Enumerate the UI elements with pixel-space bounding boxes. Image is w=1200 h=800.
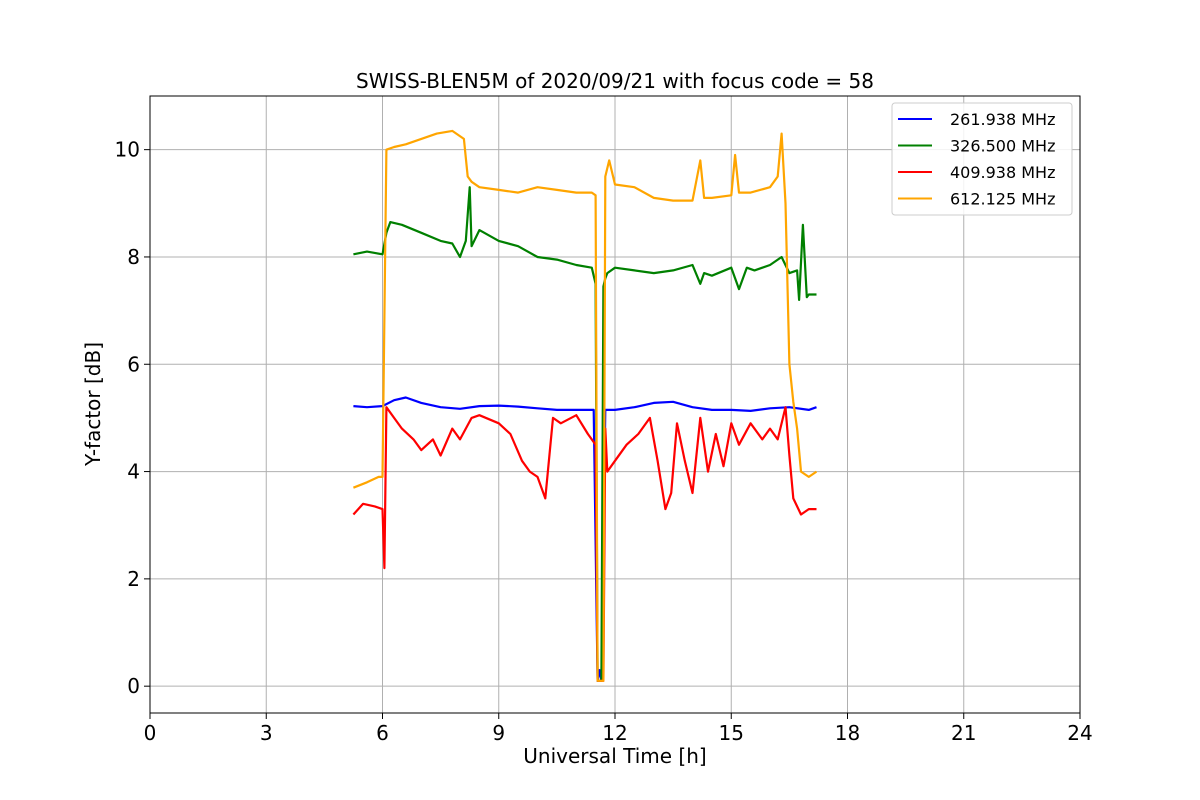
- x-axis-label: Universal Time [h]: [523, 744, 706, 768]
- y-tick-label: 2: [127, 567, 140, 591]
- y-tick-label: 0: [127, 674, 140, 698]
- series-layer: [352, 129, 818, 682]
- y-tick-label: 8: [127, 245, 140, 269]
- y-tick-label: 4: [127, 460, 140, 484]
- legend-label: 261.938 MHz: [950, 110, 1055, 129]
- x-tick-label: 18: [835, 721, 860, 745]
- grid: [149, 96, 1081, 713]
- y-tick-label: 10: [115, 138, 140, 162]
- chart-title: SWISS-BLEN5M of 2020/09/21 with focus co…: [356, 69, 874, 93]
- y-tick-label: 6: [127, 352, 140, 376]
- legend-label: 326.500 MHz: [950, 137, 1055, 156]
- y-axis-label: Y-factor [dB]: [81, 342, 105, 467]
- x-tick-label: 24: [1067, 721, 1092, 745]
- x-axis-ticks: 0 3 6 9 12 15 18 21 24: [144, 713, 1093, 745]
- legend-label: 612.125 MHz: [950, 190, 1055, 209]
- legend-box: [891, 102, 1073, 216]
- x-tick-label: 6: [376, 721, 389, 745]
- x-tick-label: 12: [602, 721, 627, 745]
- series-line-3: [352, 406, 817, 682]
- x-tick-label: 21: [951, 721, 976, 745]
- legend-label: 409.938 MHz: [950, 163, 1055, 182]
- legend: 261.938 MHz 326.500 MHz 409.938 MHz 612.125…: [891, 102, 1073, 216]
- series-line-1: [353, 396, 817, 682]
- x-tick-label: 15: [719, 721, 744, 745]
- series-line-2: [353, 186, 817, 682]
- y-axis-ticks: 0 2 4 6 8 10: [115, 138, 150, 698]
- series-line-4: [352, 129, 818, 682]
- x-tick-label: 0: [144, 721, 157, 745]
- x-tick-label: 9: [492, 721, 505, 745]
- x-tick-label: 3: [260, 721, 273, 745]
